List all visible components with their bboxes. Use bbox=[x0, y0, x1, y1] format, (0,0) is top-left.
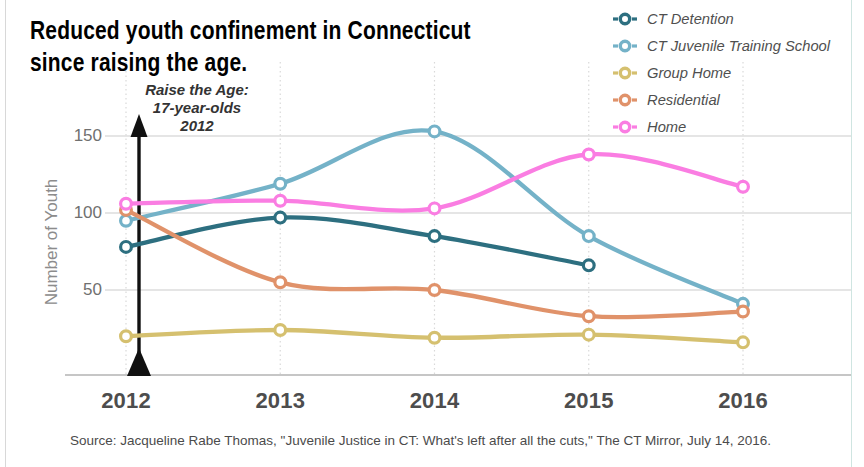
line-marker-icon bbox=[612, 93, 638, 107]
legend-label: CT Juvenile Training School bbox=[647, 37, 830, 55]
y-tick-100: 100 bbox=[58, 203, 102, 223]
legend-item-residential: Residential bbox=[612, 86, 840, 113]
legend-item-home: Home bbox=[612, 113, 840, 140]
legend-label: Residential bbox=[647, 91, 720, 109]
chart-title: Reduced youth confinement in Connecticut… bbox=[30, 14, 471, 78]
line-marker-icon bbox=[612, 12, 638, 26]
x-tick-2013: 2013 bbox=[235, 388, 325, 414]
y-tick-50: 50 bbox=[58, 280, 102, 300]
line-marker-icon bbox=[612, 66, 638, 80]
line-marker-icon bbox=[612, 120, 638, 134]
x-tick-2012: 2012 bbox=[81, 388, 171, 414]
x-tick-2014: 2014 bbox=[390, 388, 480, 414]
source-note: Source: Jacqueline Rabe Thomas, "Juvenil… bbox=[70, 433, 840, 448]
x-tick-2015: 2015 bbox=[544, 388, 634, 414]
x-tick-2016: 2016 bbox=[698, 388, 788, 414]
raise-the-age-annotation: Raise the Age: 17-year-olds 2012 bbox=[126, 81, 268, 135]
line-marker-icon bbox=[612, 39, 638, 53]
y-tick-150: 150 bbox=[58, 126, 102, 146]
legend-item-ct-juvenile-training-school: CT Juvenile Training School bbox=[612, 32, 840, 59]
legend-item-group-home: Group Home bbox=[612, 59, 840, 86]
legend-item-ct-detention: CT Detention bbox=[612, 5, 840, 32]
page-root: { "page": { "source": "Source: Jacquelin… bbox=[0, 0, 864, 467]
legend-label: Home bbox=[647, 118, 686, 136]
legend-label: Group Home bbox=[647, 64, 731, 82]
legend: CT Detention CT Juvenile Training School… bbox=[612, 5, 840, 140]
legend-label: CT Detention bbox=[647, 10, 734, 28]
